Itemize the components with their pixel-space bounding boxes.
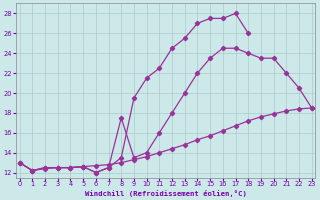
X-axis label: Windchill (Refroidissement éolien,°C): Windchill (Refroidissement éolien,°C) xyxy=(85,190,247,197)
